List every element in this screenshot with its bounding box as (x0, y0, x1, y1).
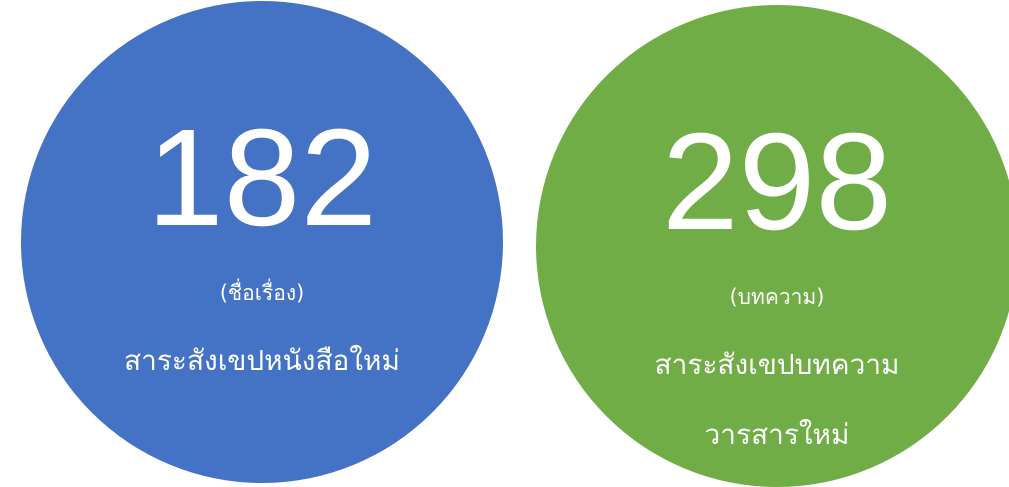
stat-number: 298 (661, 105, 893, 259)
stat-circle: 298 (บทความ) สาระสังเขปบทความวารสารใหม่ (536, 5, 1009, 487)
stat-unit: (บทความ) (729, 285, 825, 309)
stat-unit: (ชื่อเรื่อง) (219, 281, 305, 305)
stat-label-line: สาระสังเขปบทความ (654, 348, 900, 381)
stat-circle: 182 (ชื่อเรื่อง) สาระสังเขปหนังสือใหม่ (21, 1, 503, 483)
stat-label: สาระสังเขปบทความวารสารใหม่ (536, 330, 1009, 470)
stat-label-line: วารสารใหม่ (704, 418, 850, 451)
stat-label-line: สาระสังเขปหนังสือใหม่ (124, 344, 400, 377)
stat-label: สาระสังเขปหนังสือใหม่ (21, 326, 503, 396)
stat-number: 182 (146, 101, 378, 255)
